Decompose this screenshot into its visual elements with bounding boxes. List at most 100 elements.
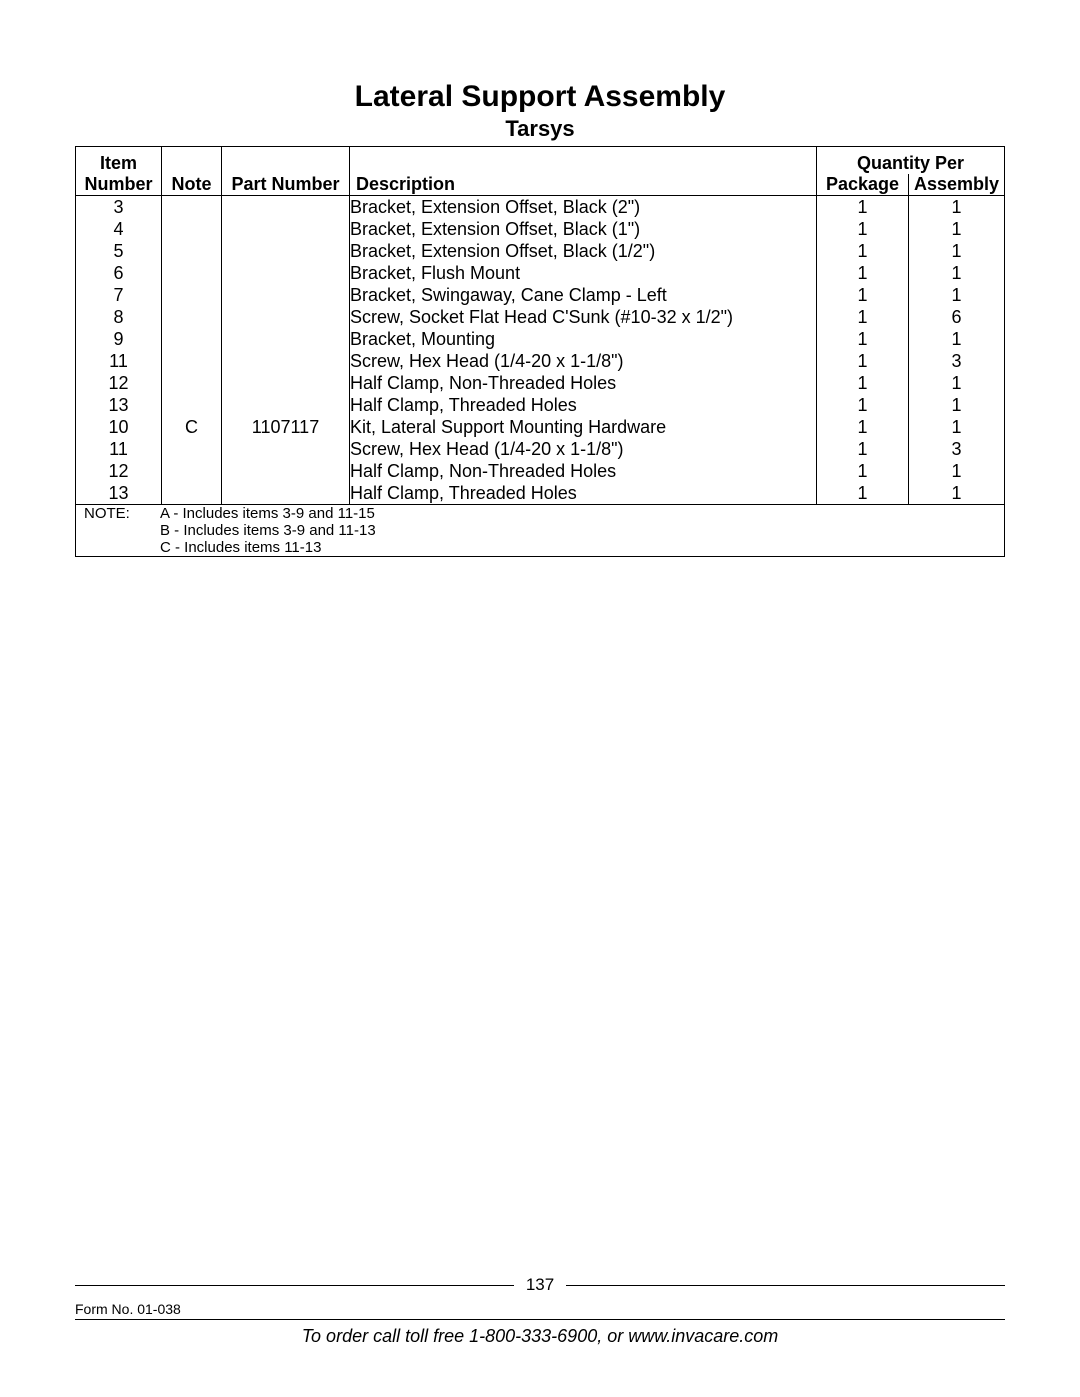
cell-pkg: 1 — [817, 416, 909, 438]
cell-desc: Screw, Socket Flat Head C'Sunk (#10-32 x… — [350, 306, 817, 328]
cell-item: 12 — [76, 372, 162, 394]
table-row: 13Half Clamp, Threaded Holes11 — [76, 394, 1005, 416]
note-line: C - Includes items 11-13 — [160, 539, 376, 556]
cell-part — [222, 240, 350, 262]
hdr-note: Note — [162, 174, 222, 196]
cell-item: 9 — [76, 328, 162, 350]
table-row: 8 Screw, Socket Flat Head C'Sunk (#10-32 … — [76, 306, 1005, 328]
cell-asm: 6 — [909, 306, 1005, 328]
cell-asm: 1 — [909, 482, 1005, 505]
cell-pkg: 1 — [817, 372, 909, 394]
cell-note — [162, 284, 222, 306]
page-footer: 137 Form No. 01-038 To order call toll f… — [75, 1275, 1005, 1347]
parts-table: Item Quantity Per Number Note Part Numbe… — [75, 146, 1005, 557]
cell-item: 12 — [76, 460, 162, 482]
cell-pkg: 1 — [817, 394, 909, 416]
cell-asm: 3 — [909, 438, 1005, 460]
table-row: 11Screw, Hex Head (1/4-20 x 1-1/8")13 — [76, 438, 1005, 460]
cell-desc: Kit, Lateral Support Mounting Hardware — [350, 416, 817, 438]
hdr-item-top: Item — [76, 147, 162, 175]
form-number: Form No. 01-038 — [75, 1301, 1005, 1317]
cell-part — [222, 372, 350, 394]
cell-item: 8 — [76, 306, 162, 328]
cell-part — [222, 196, 350, 219]
page-number: 137 — [526, 1275, 554, 1295]
cell-desc: Half Clamp, Threaded Holes — [350, 394, 817, 416]
cell-asm: 1 — [909, 416, 1005, 438]
order-line: To order call toll free 1-800-333-6900, … — [75, 1319, 1005, 1347]
cell-part — [222, 394, 350, 416]
cell-asm: 1 — [909, 372, 1005, 394]
cell-note — [162, 372, 222, 394]
page-number-line: 137 — [75, 1275, 1005, 1295]
cell-part — [222, 328, 350, 350]
note-line: B - Includes items 3-9 and 11-13 — [160, 522, 376, 539]
cell-note: C — [162, 416, 222, 438]
table-row: 4Bracket, Extension Offset, Black (1")11 — [76, 218, 1005, 240]
table-row: 11Screw, Hex Head (1/4-20 x 1-1/8")13 — [76, 350, 1005, 372]
cell-pkg: 1 — [817, 328, 909, 350]
table-body: 3Bracket, Extension Offset, Black (2")11… — [76, 196, 1005, 505]
cell-pkg: 1 — [817, 306, 909, 328]
cell-note — [162, 350, 222, 372]
cell-desc: Bracket, Extension Offset, Black (1/2") — [350, 240, 817, 262]
cell-asm: 1 — [909, 460, 1005, 482]
notes-label: NOTE: — [76, 505, 160, 556]
cell-part — [222, 306, 350, 328]
hdr-qty-span: Quantity Per — [817, 147, 1005, 175]
table-row: 12Half Clamp, Non-Threaded Holes11 — [76, 372, 1005, 394]
cell-desc: Half Clamp, Non-Threaded Holes — [350, 460, 817, 482]
cell-note — [162, 460, 222, 482]
cell-note — [162, 218, 222, 240]
note-line: A - Includes items 3-9 and 11-15 — [160, 505, 376, 522]
table-header: Item Quantity Per Number Note Part Numbe… — [76, 147, 1005, 196]
cell-pkg: 1 — [817, 196, 909, 219]
cell-item: 13 — [76, 394, 162, 416]
cell-pkg: 1 — [817, 482, 909, 505]
notes-row: NOTE: A - Includes items 3-9 and 11-15B … — [76, 505, 1005, 557]
cell-asm: 1 — [909, 394, 1005, 416]
cell-desc: Screw, Hex Head (1/4-20 x 1-1/8") — [350, 350, 817, 372]
cell-note — [162, 394, 222, 416]
cell-note — [162, 482, 222, 505]
cell-asm: 1 — [909, 218, 1005, 240]
hdr-desc-top — [350, 147, 817, 175]
page: Lateral Support Assembly Tarsys Item Qua… — [0, 0, 1080, 1397]
hdr-asm: Assembly — [909, 174, 1005, 196]
cell-desc: Bracket, Extension Offset, Black (2") — [350, 196, 817, 219]
cell-part: 1107117 — [222, 416, 350, 438]
hdr-part-top — [222, 147, 350, 175]
hdr-part: Part Number — [222, 174, 350, 196]
table-row: 7Bracket, Swingaway, Cane Clamp - Left11 — [76, 284, 1005, 306]
cell-desc: Screw, Hex Head (1/4-20 x 1-1/8") — [350, 438, 817, 460]
cell-item: 10 — [76, 416, 162, 438]
cell-pkg: 1 — [817, 350, 909, 372]
cell-part — [222, 284, 350, 306]
cell-asm: 1 — [909, 262, 1005, 284]
cell-desc: Half Clamp, Threaded Holes — [350, 482, 817, 505]
cell-desc: Bracket, Swingaway, Cane Clamp - Left — [350, 284, 817, 306]
cell-asm: 1 — [909, 196, 1005, 219]
cell-part — [222, 438, 350, 460]
cell-pkg: 1 — [817, 262, 909, 284]
table-row: 13Half Clamp, Threaded Holes11 — [76, 482, 1005, 505]
cell-pkg: 1 — [817, 218, 909, 240]
hdr-item: Number — [76, 174, 162, 196]
hdr-note-top — [162, 147, 222, 175]
hdr-pkg: Package — [817, 174, 909, 196]
page-title: Lateral Support Assembly — [75, 80, 1005, 114]
cell-part — [222, 262, 350, 284]
cell-item: 6 — [76, 262, 162, 284]
cell-asm: 3 — [909, 350, 1005, 372]
cell-item: 7 — [76, 284, 162, 306]
cell-item: 4 — [76, 218, 162, 240]
cell-note — [162, 196, 222, 219]
cell-item: 11 — [76, 438, 162, 460]
cell-part — [222, 218, 350, 240]
cell-pkg: 1 — [817, 460, 909, 482]
cell-item: 13 — [76, 482, 162, 505]
cell-note — [162, 240, 222, 262]
cell-part — [222, 482, 350, 505]
cell-note — [162, 306, 222, 328]
cell-asm: 1 — [909, 328, 1005, 350]
